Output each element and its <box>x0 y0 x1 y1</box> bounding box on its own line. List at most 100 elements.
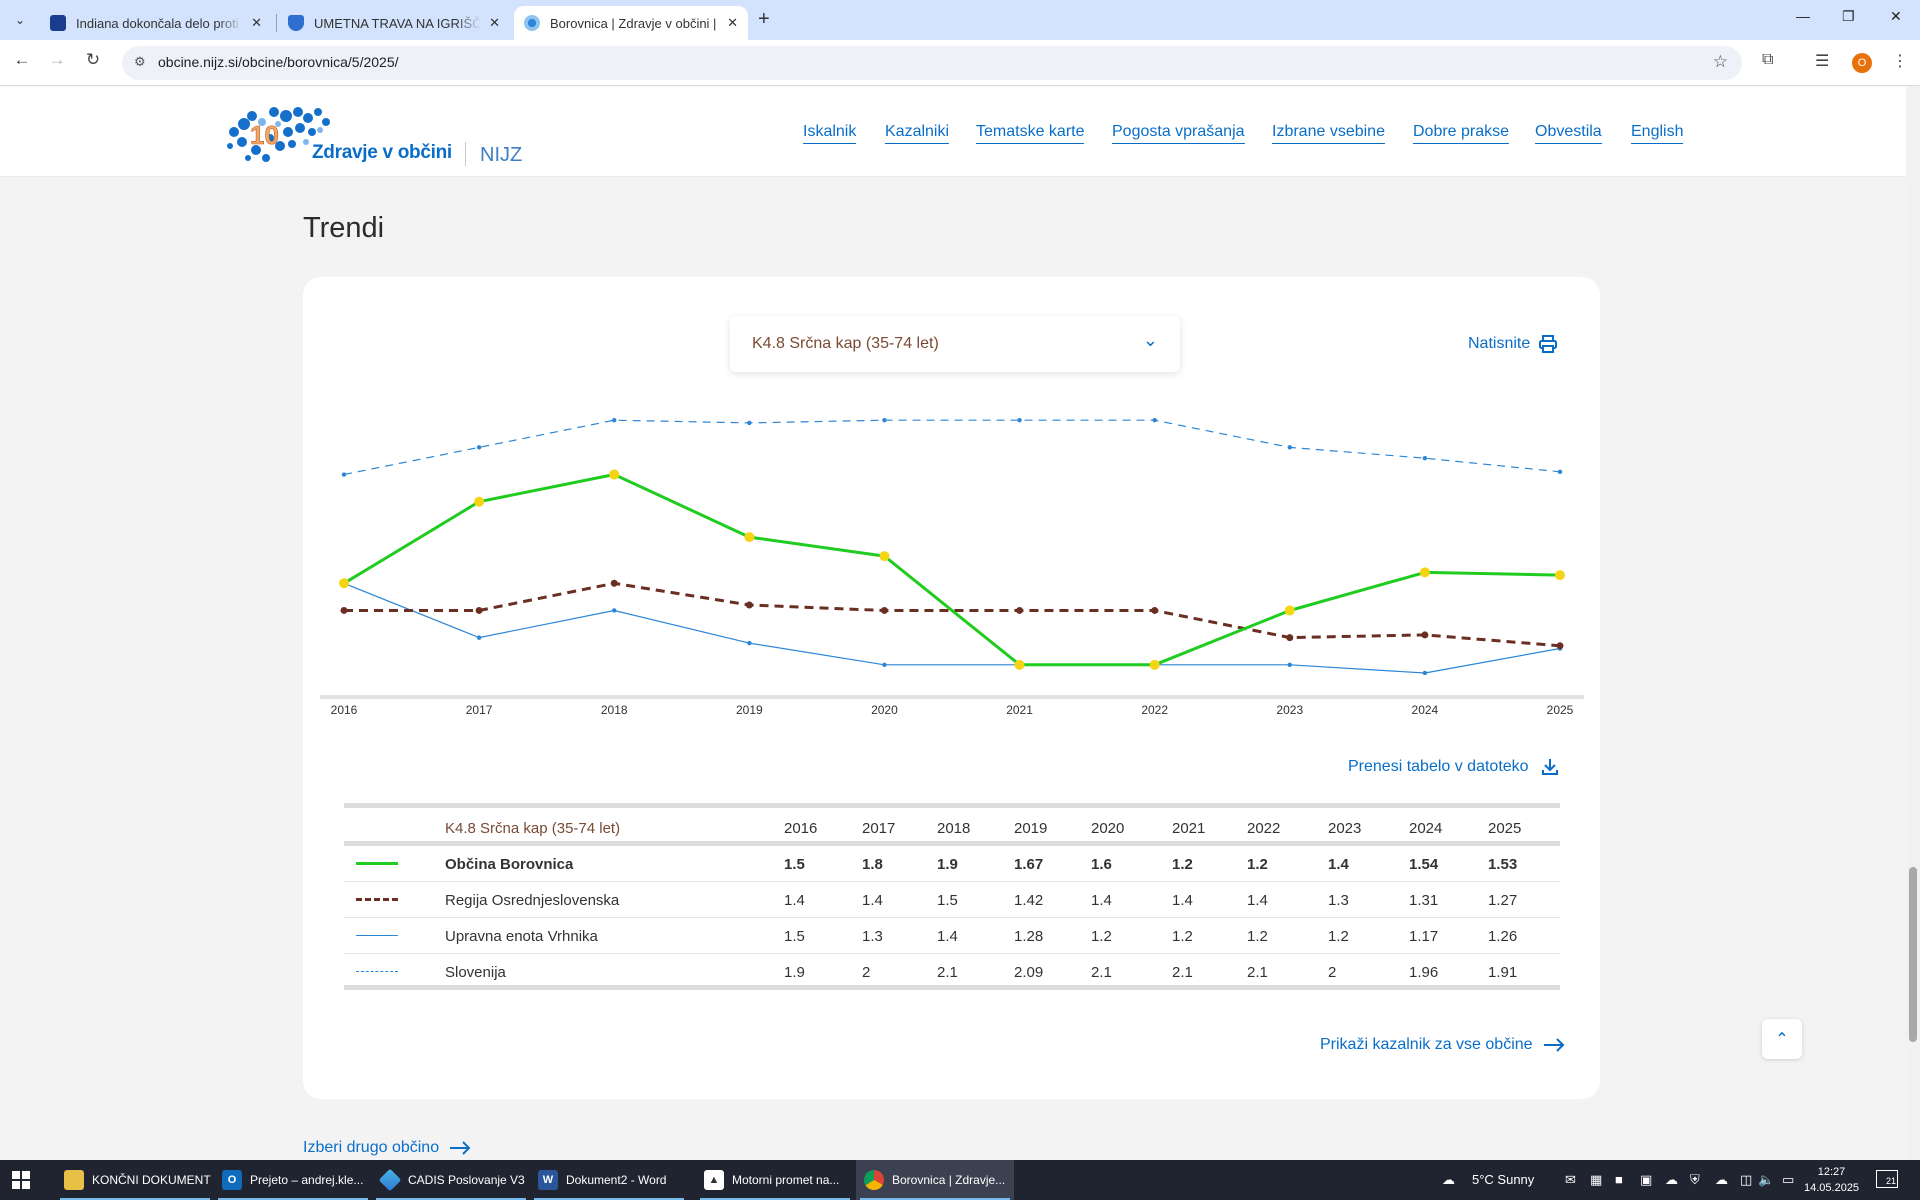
tab-search-icon[interactable]: ⌄ <box>14 13 26 27</box>
choose-other-municipality-link[interactable]: Izberi drugo občino <box>303 1139 471 1157</box>
restore-icon[interactable]: ❐ <box>1842 8 1855 24</box>
table-cell: 1.42 <box>1014 892 1044 909</box>
browser-tab[interactable]: Indiana dokončala delo proti p... ✕ <box>40 6 272 40</box>
table-cell: 1.2 <box>1247 856 1268 873</box>
data-point-ob-ina-borovnica <box>339 578 349 589</box>
data-point-ob-ina-borovnica <box>1419 567 1430 578</box>
network-icon[interactable]: ◫ <box>1740 1172 1753 1187</box>
year-header: 2023 <box>1328 820 1362 837</box>
forward-icon[interactable]: → <box>48 50 66 69</box>
table-cell: 1.5 <box>937 892 958 909</box>
browser-tab-active[interactable]: Borovnica | Zdravje v občini | NI... ✕ <box>514 6 748 40</box>
mail-icon[interactable]: ✉ <box>1565 1172 1576 1187</box>
nav-iskalnik[interactable]: Iskalnik <box>803 123 857 144</box>
notifications-icon[interactable]: 21 <box>1876 1170 1898 1188</box>
reload-icon[interactable]: ↻ <box>85 50 101 69</box>
battery-icon[interactable]: ▭ <box>1782 1172 1795 1187</box>
cloud-icon[interactable]: ☁ <box>1715 1172 1728 1187</box>
nav-izbrane-vsebine[interactable]: Izbrane vsebine <box>1272 123 1385 144</box>
extensions-icon[interactable]: ⧉ <box>1762 51 1774 68</box>
data-point-slovenija <box>476 445 482 450</box>
back-icon[interactable]: ← <box>13 50 31 69</box>
nav-obvestila[interactable]: Obvestila <box>1535 123 1602 144</box>
data-point-slovenija <box>1287 445 1292 450</box>
data-point-slovenija <box>1422 456 1428 461</box>
svg-text:10: 10 <box>250 120 279 150</box>
indicator-select[interactable]: K4.8 Srčna kap (35-74 let) ⌄ <box>730 316 1180 372</box>
series-line-ob-ina-borovnica <box>343 473 1561 667</box>
new-tab-icon[interactable]: + <box>758 8 770 30</box>
data-point-slovenija <box>341 472 347 477</box>
table-cell: 1.67 <box>1014 856 1044 873</box>
tray-app-icon[interactable]: ▣ <box>1640 1172 1653 1187</box>
taskbar-app-indicator <box>218 1198 368 1200</box>
site-info-icon[interactable]: ⚙ <box>134 54 146 69</box>
table-cell: 2 <box>862 964 871 981</box>
address-bar[interactable]: ⚙ obcine.nijz.si/obcine/borovnica/5/2025… <box>122 46 1742 80</box>
tab-close-icon[interactable]: ✕ <box>727 15 738 30</box>
data-point-regija-osrednjeslovenska <box>745 601 753 609</box>
volume-icon[interactable]: 🔈 <box>1758 1172 1775 1187</box>
download-table-button[interactable]: Prenesi tabelo v datoteko <box>1348 758 1559 776</box>
data-point-regija-osrednjeslovenska <box>1556 642 1564 650</box>
tab-close-icon[interactable]: ✕ <box>251 15 262 30</box>
shield-icon[interactable]: ⛨ <box>1690 1172 1700 1187</box>
logo-dots-icon[interactable]: 10 <box>222 102 332 166</box>
nav-dobre-prakse[interactable]: Dobre prakse <box>1413 123 1510 144</box>
windows-start-icon[interactable] <box>12 1171 30 1189</box>
show-all-municipalities-link[interactable]: Prikaži kazalnik za vse občine <box>1320 1036 1565 1054</box>
row-name: Regija Osrednjeslovenska <box>445 892 620 909</box>
profile-avatar[interactable]: O <box>1852 53 1872 73</box>
table-cell: 1.2 <box>1328 928 1349 945</box>
scrollbar-thumb[interactable] <box>1909 867 1917 1042</box>
tab-favicon-icon <box>50 15 66 31</box>
menu-icon[interactable]: ⋮ <box>1892 53 1908 70</box>
taskbar-app-word[interactable]: W Dokument2 - Word <box>530 1160 688 1200</box>
nav-kazalniki[interactable]: Kazalniki <box>885 123 950 144</box>
minimize-icon[interactable]: — <box>1796 8 1810 24</box>
windows-taskbar: KONČNI DOKUMENT O Prejeto – andrej.kle..… <box>0 1160 1920 1200</box>
browser-tab[interactable]: UMETNA TRAVA NA IGRIŠČU V... ✕ <box>278 6 510 40</box>
weather-icon[interactable]: ☁ <box>1442 1172 1455 1187</box>
table-cell: 1.6 <box>1091 856 1112 873</box>
year-header: 2022 <box>1247 820 1281 837</box>
taskbar-app-photos[interactable]: ▲ Motorni promet na... <box>696 1160 854 1200</box>
table-cell: 2.1 <box>1172 964 1193 981</box>
taskbar-app-chrome[interactable]: Borovnica | Zdravje... <box>856 1160 1014 1200</box>
taskbar-app-folder[interactable]: KONČNI DOKUMENT <box>56 1160 214 1200</box>
media-controls-icon[interactable]: ☰ <box>1815 53 1830 70</box>
taskbar-app-outlook[interactable]: O Prejeto – andrej.kle... <box>214 1160 372 1200</box>
data-point-regija-osrednjeslovenska <box>1151 606 1159 614</box>
data-point-upravna-enota-vrhnika <box>882 662 887 668</box>
nav-pogosta-vprasanja[interactable]: Pogosta vprašanja <box>1112 123 1245 144</box>
table-cell: 2.1 <box>1091 964 1112 981</box>
logo-nijz[interactable]: NIJZ <box>480 144 523 166</box>
year-header: 2016 <box>784 820 818 837</box>
logo-title[interactable]: Zdravje v občini <box>312 142 452 163</box>
table-row: Občina Borovnica 1.5 1.8 1.9 1.67 1.6 1.… <box>344 846 1560 882</box>
nav-tematske-karte[interactable]: Tematske karte <box>976 123 1085 144</box>
nav-english[interactable]: English <box>1631 123 1684 144</box>
print-button[interactable]: Natisnite <box>1468 334 1558 354</box>
table-cell: 1.96 <box>1409 964 1439 981</box>
taskbar-app-cadis[interactable]: CADIS Poslovanje V3 <box>372 1160 530 1200</box>
arrow-right-icon <box>450 1141 471 1155</box>
tab-close-icon[interactable]: ✕ <box>489 15 500 30</box>
chrome-icon <box>864 1170 884 1190</box>
table-top-rule <box>344 803 1560 808</box>
taskbar-app-indicator <box>860 1198 1010 1200</box>
trends-card <box>303 277 1600 1099</box>
window-close-icon[interactable]: ✕ <box>1890 8 1902 24</box>
taskbar-app-indicator <box>376 1198 526 1200</box>
scroll-to-top-button[interactable]: ⌃ <box>1762 1019 1802 1059</box>
onedrive-icon[interactable]: ☁ <box>1665 1172 1678 1187</box>
table-row: Upravna enota Vrhnika 1.5 1.3 1.4 1.28 1… <box>344 918 1560 954</box>
weather-text[interactable]: 5°C Sunny <box>1472 1172 1535 1187</box>
x-tick-label: 2019 <box>736 703 763 717</box>
page-scrollbar[interactable] <box>1906 87 1920 1160</box>
taskbar-clock[interactable]: 12:27 14.05.2025 <box>1804 1166 1860 1194</box>
bookmark-star-icon[interactable]: ☆ <box>1712 52 1728 71</box>
tray-app-icon[interactable]: ■ <box>1615 1172 1623 1187</box>
tray-app-icon[interactable]: ▦ <box>1590 1172 1603 1187</box>
table-cell: 1.17 <box>1409 928 1439 945</box>
